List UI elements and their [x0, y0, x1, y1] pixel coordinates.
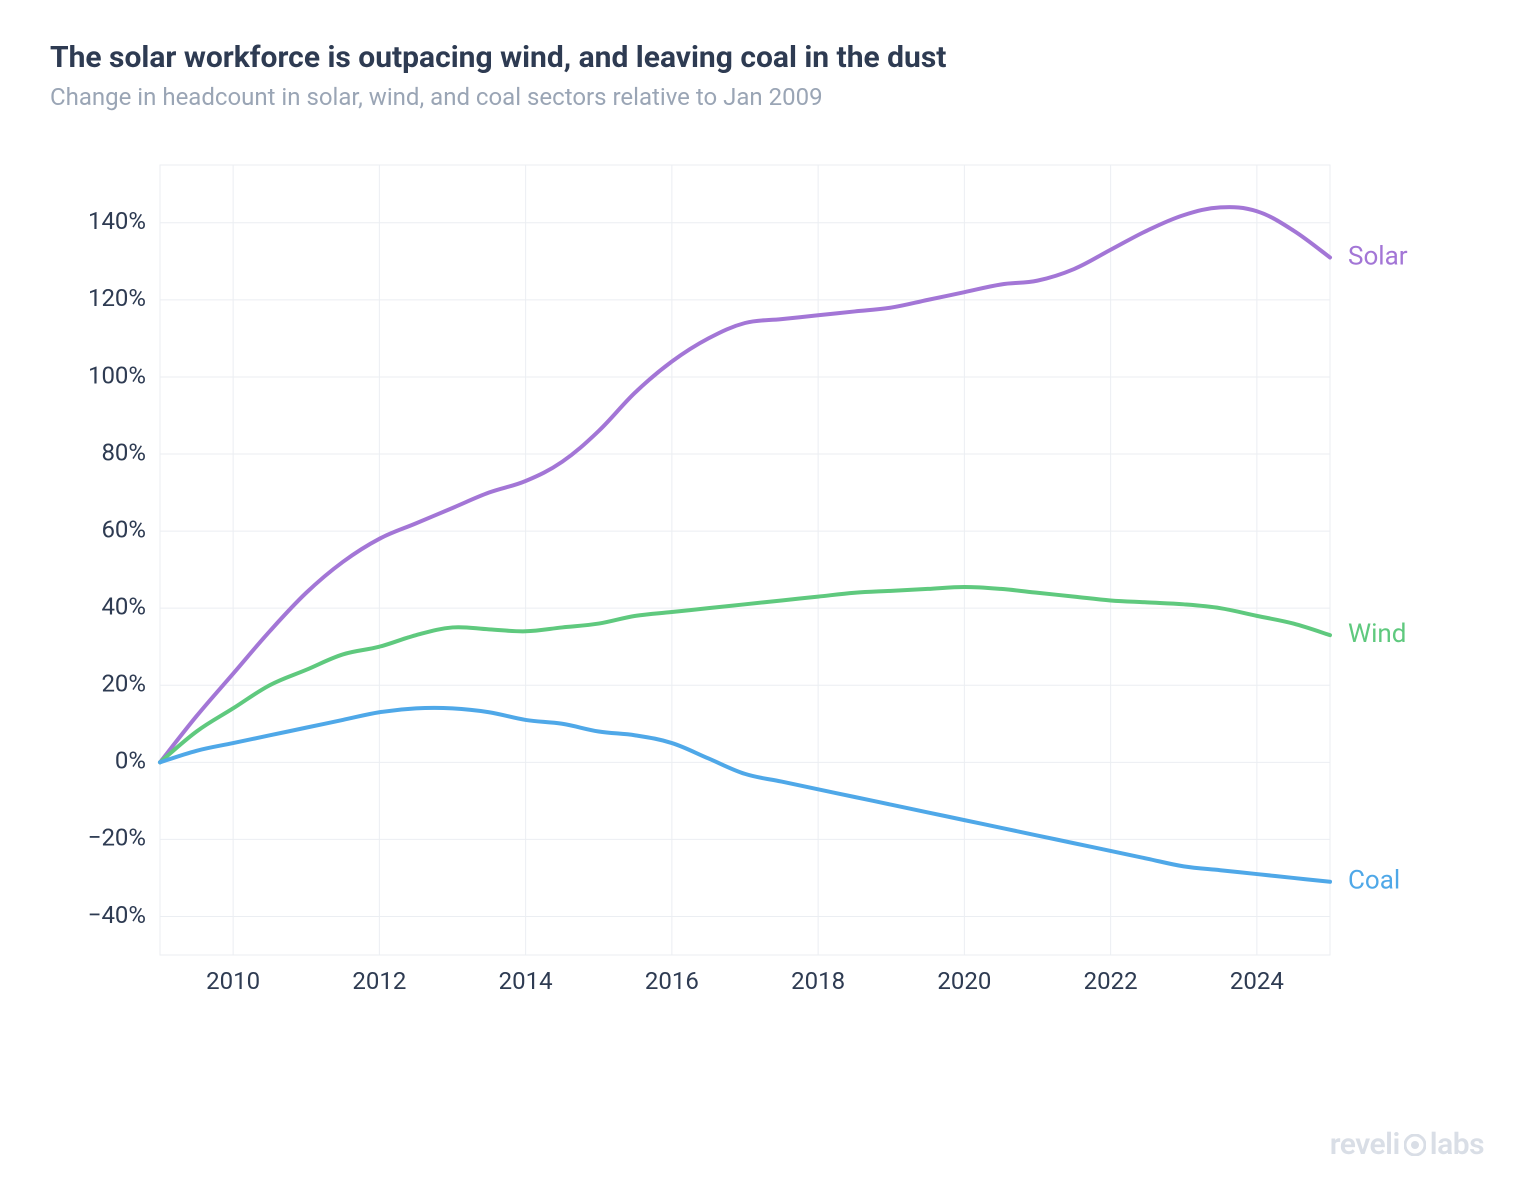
x-tick-label: 2016 [645, 967, 699, 995]
series-line-wind [160, 587, 1330, 762]
x-tick-label: 2022 [1084, 967, 1138, 995]
brand-logo: reveli labs [1330, 1127, 1484, 1162]
logo-icon [1404, 1134, 1426, 1156]
y-tick-label: −20% [88, 824, 146, 852]
y-tick-label: 0% [115, 747, 146, 775]
chart-container: The solar workforce is outpacing wind, a… [0, 0, 1540, 1196]
series-line-solar [160, 207, 1330, 762]
x-tick-label: 2010 [206, 967, 260, 995]
y-tick-label: 80% [101, 438, 146, 466]
y-tick-label: 60% [101, 515, 146, 543]
y-tick-label: 20% [101, 670, 146, 698]
series-label-coal: Coal [1348, 866, 1400, 896]
logo-text-part2: labs [1430, 1127, 1484, 1162]
y-tick-label: 100% [88, 361, 146, 389]
series-label-wind: Wind [1348, 619, 1406, 649]
x-tick-label: 2020 [937, 967, 991, 995]
y-tick-label: −40% [88, 901, 146, 929]
x-tick-label: 2012 [352, 967, 406, 995]
line-chart-svg: −40% −20% 0% 20% 40% 60% 80% 100% 120% 140% 2010 20… [50, 135, 1490, 1035]
series-line-coal [160, 708, 1330, 882]
x-tick-label: 2014 [499, 967, 553, 995]
x-tick-label: 2018 [791, 967, 845, 995]
logo-text-part1: reveli [1330, 1127, 1400, 1162]
chart-title: The solar workforce is outpacing wind, a… [50, 40, 1490, 75]
x-tick-label: 2024 [1230, 967, 1284, 995]
series-label-solar: Solar [1348, 241, 1408, 271]
y-tick-label: 120% [88, 284, 146, 312]
y-tick-label: 40% [101, 593, 146, 621]
chart-area: −40% −20% 0% 20% 40% 60% 80% 100% 120% 140% 2010 20… [50, 135, 1490, 1039]
y-tick-label: 140% [88, 207, 146, 235]
chart-subtitle: Change in headcount in solar, wind, and … [50, 83, 1490, 111]
